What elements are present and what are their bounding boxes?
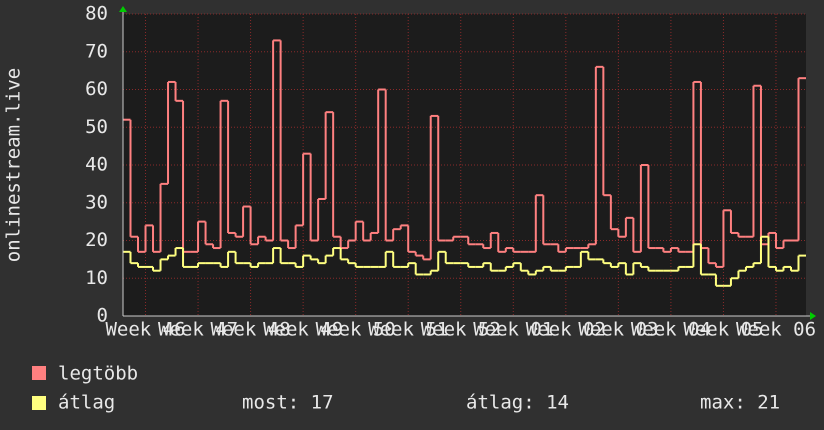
legend-swatch <box>32 366 46 380</box>
x-tick-label: Week 50 <box>316 319 396 341</box>
y-tick-label: 70 <box>85 40 108 62</box>
x-tick-label: Week 49 <box>263 319 343 341</box>
y-tick-label: 30 <box>85 191 108 213</box>
x-tick-label: Week 52 <box>421 319 501 341</box>
y-tick-label: 50 <box>85 116 108 138</box>
y-tick-label: 10 <box>85 267 108 289</box>
legend-label: átlag <box>58 392 115 414</box>
x-tick-label: Week 04 <box>631 319 711 341</box>
y-tick-label: 0 <box>97 305 108 327</box>
x-axis-arrow <box>810 312 816 320</box>
grid <box>123 13 806 317</box>
y-tick-label: 20 <box>85 229 108 251</box>
marks <box>123 39 806 287</box>
y-axis-arrow <box>119 6 127 12</box>
x-tick-label: Week 06 <box>736 319 816 341</box>
x-tick-label: Week 48 <box>211 319 291 341</box>
x-tick-label: Week 46 <box>105 319 185 341</box>
y-tick-label: 60 <box>85 78 108 100</box>
x-tick-label: Week 03 <box>578 319 658 341</box>
summary-current: most: 17 <box>242 392 334 414</box>
x-tick-label: Week 01 <box>473 319 553 341</box>
x-tick-label: Week 05 <box>683 319 763 341</box>
legend-swatch <box>32 396 46 410</box>
legend-label: legtöbb <box>58 363 138 385</box>
plot-area <box>123 14 806 316</box>
summary-max: max: 21 <box>700 392 780 414</box>
y-tick-label: 40 <box>85 154 108 176</box>
x-tick-label: Week 47 <box>158 319 238 341</box>
y-axis-title: onlinestream.live <box>3 68 25 262</box>
summary-average: átlag: 14 <box>466 392 569 414</box>
x-tick-label: Week 02 <box>526 319 606 341</box>
x-tick-label: Week 51 <box>368 319 448 341</box>
y-tick-label: 80 <box>85 3 108 25</box>
